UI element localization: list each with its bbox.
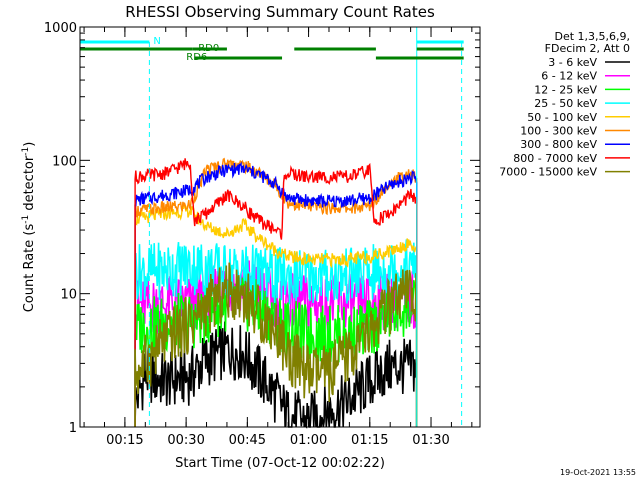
series-line (134, 161, 418, 427)
legend-label: 100 - 300 keV (520, 125, 597, 138)
series-line (134, 262, 418, 427)
chart-title: RHESSI Observing Summary Count Rates (125, 3, 435, 21)
series-line (134, 158, 418, 427)
legend-header-line-1: Det 1,3,5,6,9, (554, 30, 630, 43)
x-tick-label: 00:45 (229, 433, 266, 448)
night-label: N (153, 36, 160, 47)
y-tick-label: 1000 (44, 21, 77, 36)
flag-label: RD0 (198, 43, 219, 54)
legend-label: 3 - 6 keV (548, 56, 597, 69)
flag-label: RD6 (186, 52, 207, 63)
x-tick-label: 00:15 (106, 433, 143, 448)
legend-label: 25 - 50 keV (534, 97, 597, 110)
y-tick-label: 100 (52, 154, 77, 169)
x-axis-label: Start Time (07-Oct-12 00:02:22) (175, 456, 385, 471)
legend-header-line-2: FDecim 2, Att 0 (545, 42, 630, 55)
footer-date: 19-Oct-2021 13:55 (560, 468, 636, 477)
series-layer (134, 157, 418, 429)
legend-label: 6 - 12 keV (541, 70, 597, 83)
series-line (134, 203, 418, 427)
x-tick-label: 01:15 (351, 433, 388, 448)
legend-label: 7000 - 15000 keV (499, 166, 597, 179)
x-tick-label: 01:30 (412, 433, 449, 448)
x-tick-label: 01:00 (290, 433, 327, 448)
y-axis-label: Count Rate (s-1 detector-1) (21, 142, 37, 313)
series-line (134, 239, 418, 427)
legend: Det 1,3,5,6,9, FDecim 2, Att 0 3 - 6 keV… (499, 30, 630, 179)
tick-layer: 1 10 100 1000 00:15 00:30 00:45 01:00 01:15 01:30 (44, 21, 480, 448)
y-tick-label: 1 (69, 421, 77, 436)
y-tick-label: 10 (60, 288, 77, 303)
series-line (134, 321, 418, 429)
plot-frame (79, 26, 481, 428)
x-tick-label: 00:30 (167, 433, 204, 448)
legend-label: 300 - 800 keV (520, 138, 597, 151)
legend-label: 800 - 7000 keV (513, 152, 597, 165)
legend-label: 12 - 25 keV (534, 83, 597, 96)
legend-label: 50 - 100 keV (527, 111, 597, 124)
